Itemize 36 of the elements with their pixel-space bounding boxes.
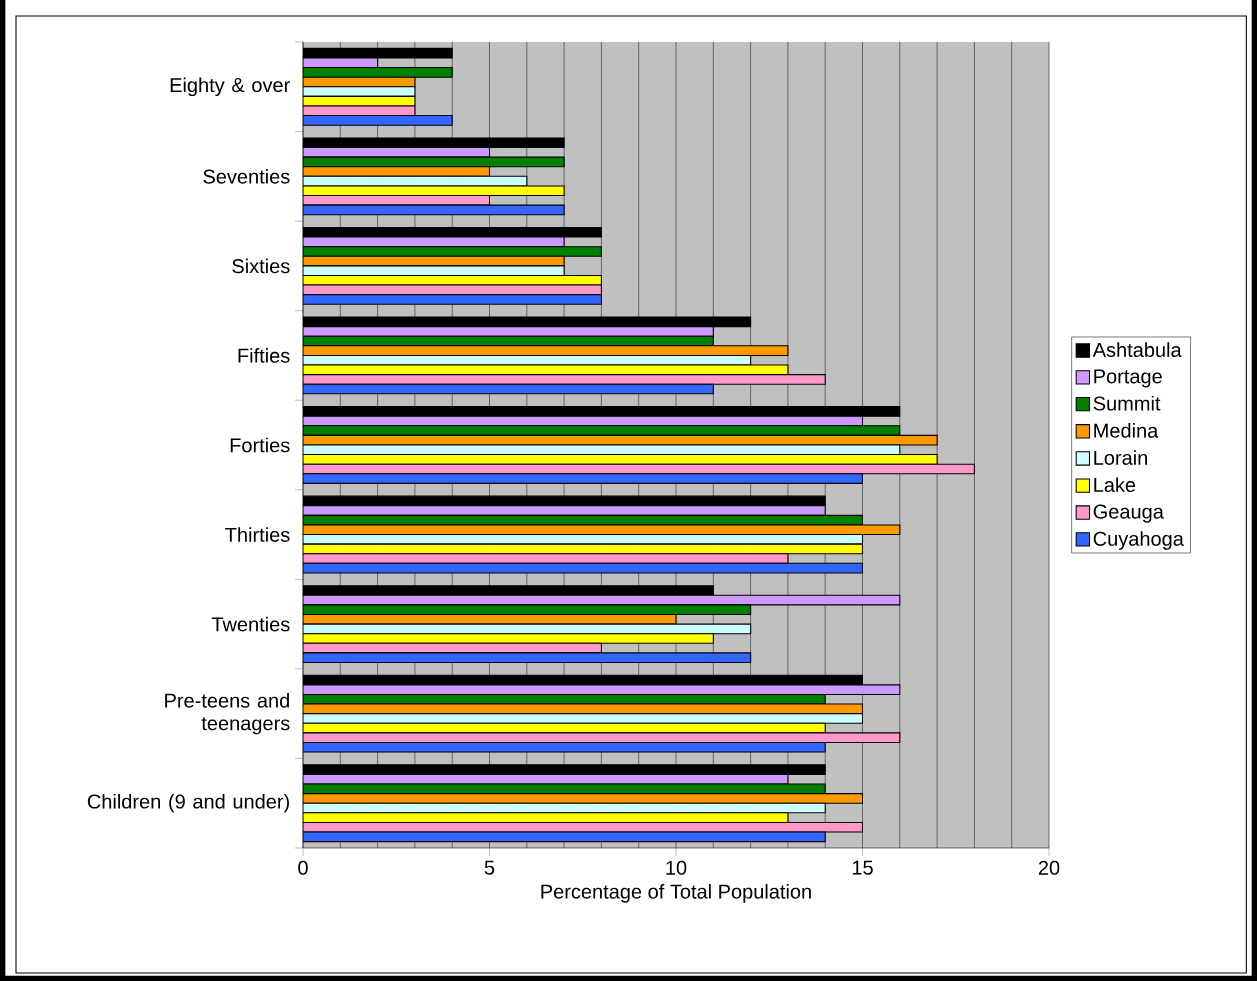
bar [303,326,714,337]
y-tick-label: Fifties [238,348,290,363]
bar [303,246,602,257]
legend-label: Portage [1094,369,1162,388]
x-tick-label: 0 [298,860,308,875]
legend-label: Lake [1094,477,1136,493]
y-tick-label: Twenties [211,616,290,632]
bar [303,505,826,516]
legend-label: Geauga [1093,504,1164,523]
y-tick-label: Sixties [232,258,290,274]
bar [303,633,714,644]
y-tick-label: Eighty & over [170,77,290,97]
x-tick-label: 5 [484,860,495,875]
x-tick-label: 20 [1038,860,1060,875]
bar [303,67,453,78]
legend-label: Cuyahoga [1093,531,1184,550]
bar [303,454,938,465]
bar [303,553,789,564]
legend-label: Ashtabula [1092,342,1182,357]
y-tick-label: Children (9 and under) [87,793,289,813]
y-tick-label: Thirties [225,527,290,542]
bar [303,473,864,484]
x-tick-label: 15 [852,860,873,875]
x-tick-label: 10 [666,860,687,875]
legend-label: Medina [1094,423,1159,438]
legend-label: Lorain [1094,450,1147,465]
legend-label: Summit [1093,395,1161,411]
bar [303,374,826,385]
y-tick-label: Forties [230,437,290,453]
y-tick-label: Seventies [203,168,290,184]
x-axis-title: Percentage of Total Population [541,884,811,903]
bar [303,812,789,823]
bar [303,115,453,126]
bar [303,294,602,305]
bar [303,425,901,436]
y-tick-label: Pre-teens and teenagers [165,693,290,735]
